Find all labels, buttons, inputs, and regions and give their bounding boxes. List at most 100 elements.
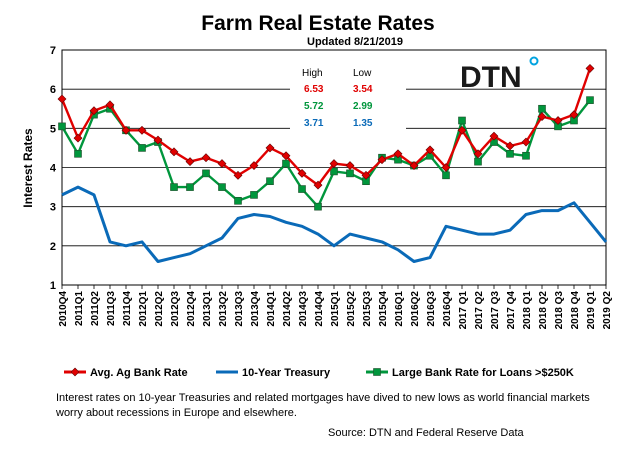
x-tick-label: 2013Q4 (250, 291, 261, 327)
data-point-avg-ag (57, 94, 67, 104)
y-tick-label: 3 (50, 202, 56, 214)
data-point-large-bank (74, 149, 82, 158)
x-tick-label: 2017 Q3 (490, 291, 501, 330)
inset-high-value: 5.72 (304, 101, 324, 112)
data-point-large-bank (58, 122, 66, 131)
data-point-large-bank (458, 116, 466, 125)
inset-header-low: Low (353, 68, 372, 79)
inset-low-value: 2.99 (353, 101, 373, 112)
x-tick-label: 2016Q1 (394, 291, 405, 327)
inset-high-value: 3.71 (304, 118, 324, 129)
data-point-avg-ag (297, 168, 307, 178)
data-point-avg-ag (553, 116, 563, 125)
legend-square-icon (373, 368, 381, 376)
legend-label: 10-Year Treasury (242, 367, 331, 379)
x-tick-label: 2012Q1 (138, 291, 149, 327)
x-tick-label: 2016Q3 (426, 291, 437, 327)
inset-low-value: 1.35 (353, 118, 373, 129)
data-point-large-bank (586, 96, 594, 104)
data-point-large-bank (522, 151, 530, 160)
data-point-avg-ag (409, 161, 419, 170)
data-point-avg-ag (537, 112, 547, 122)
x-tick-label: 2011Q4 (122, 291, 133, 326)
data-point-avg-ag (73, 133, 83, 143)
data-point-large-bank (202, 169, 210, 178)
data-point-large-bank (506, 149, 514, 158)
series-line-1 (60, 99, 591, 208)
data-point-avg-ag (233, 170, 243, 180)
data-point-avg-ag (89, 106, 99, 116)
data-point-avg-ag (265, 143, 275, 153)
chart-title: Farm Real Estate Rates (201, 12, 434, 35)
legend-diamond-icon (70, 367, 80, 377)
series-line-2 (61, 185, 608, 263)
y-tick-label: 7 (50, 45, 56, 57)
data-point-avg-ag (201, 153, 211, 163)
data-point-large-bank (474, 157, 482, 166)
x-tick-label: 2013Q3 (234, 291, 245, 327)
x-tick-label: 2011Q2 (90, 291, 101, 326)
x-tick-label: 2018 Q3 (554, 291, 565, 330)
caption-line-2: worry about recessions in Europe and els… (55, 407, 297, 419)
data-point-avg-ag (521, 137, 531, 147)
x-tick-label: 2016Q4 (442, 291, 453, 327)
y-tick-label: 5 (50, 123, 56, 135)
x-tick-label: 2013Q2 (218, 291, 229, 327)
legend-label: Avg. Ag Bank Rate (90, 367, 188, 379)
y-axis-label: Interest Rates (21, 128, 35, 208)
data-point-avg-ag (393, 149, 403, 159)
data-point-avg-ag (121, 125, 131, 135)
inset-table: High Low 6.53 3.54 5.72 2.99 3.71 1.35 (290, 60, 406, 130)
data-point-avg-ag (489, 131, 499, 141)
x-tick-label: 2019 Q2 (602, 291, 613, 330)
data-point-avg-ag (185, 157, 195, 167)
data-point-large-bank (266, 177, 274, 186)
series-line-0 (60, 68, 592, 187)
data-point-avg-ag (441, 163, 451, 172)
x-tick-label: 2018 Q1 (522, 291, 533, 330)
x-tick-label: 2015Q3 (362, 291, 373, 327)
data-point-avg-ag (137, 125, 147, 135)
data-point-avg-ag (377, 155, 387, 165)
data-point-large-bank (330, 167, 338, 176)
dtn-logo-text: DTN (460, 61, 522, 94)
data-point-large-bank (170, 183, 178, 191)
data-point-large-bank (314, 202, 322, 211)
x-tick-label: 2013Q1 (202, 291, 213, 327)
x-tick-label: 2015Q4 (378, 291, 389, 327)
y-tick-labels: 1 2 3 4 5 6 7 (50, 45, 57, 292)
data-point-avg-ag (505, 141, 515, 151)
chart-subtitle: Updated 8/21/2019 (307, 36, 403, 48)
x-tick-label: 2010Q4 (58, 291, 69, 327)
source-note: Source: DTN and Federal Reserve Data (328, 427, 525, 439)
x-tick-label: 2018 Q2 (538, 291, 549, 330)
logo-dot-icon (529, 56, 539, 66)
y-tick-label: 6 (50, 84, 56, 96)
x-tick-label: 2019 Q1 (586, 291, 597, 330)
data-point-avg-ag (473, 149, 483, 159)
data-point-avg-ag (425, 145, 435, 155)
y-tick-label: 1 (50, 280, 56, 292)
inset-low-value: 3.54 (353, 84, 373, 95)
x-tick-label: 2014Q4 (314, 291, 325, 327)
data-point-avg-ag (361, 170, 371, 180)
x-tick-label: 2016Q2 (410, 291, 421, 327)
x-tick-label: 2011Q3 (106, 291, 117, 326)
caption-line-1: Interest rates on 10-year Treasuries and… (56, 392, 590, 404)
data-point-large-bank (442, 171, 450, 180)
data-point-avg-ag (249, 161, 259, 170)
data-point-large-bank (250, 191, 258, 199)
data-point-avg-ag (313, 180, 323, 190)
data-point-avg-ag (569, 110, 579, 120)
legend-label: Large Bank Rate for Loans >$250K (392, 367, 574, 379)
data-point-large-bank (186, 183, 194, 191)
x-tick-label: 2012Q2 (154, 291, 165, 327)
x-tick-label: 2017 Q4 (506, 291, 517, 330)
y-tick-label: 4 (50, 163, 57, 175)
data-point-large-bank (282, 159, 290, 168)
data-point-avg-ag (105, 100, 115, 110)
dtn-logo: DTN (460, 56, 539, 94)
data-point-avg-ag (217, 159, 227, 169)
